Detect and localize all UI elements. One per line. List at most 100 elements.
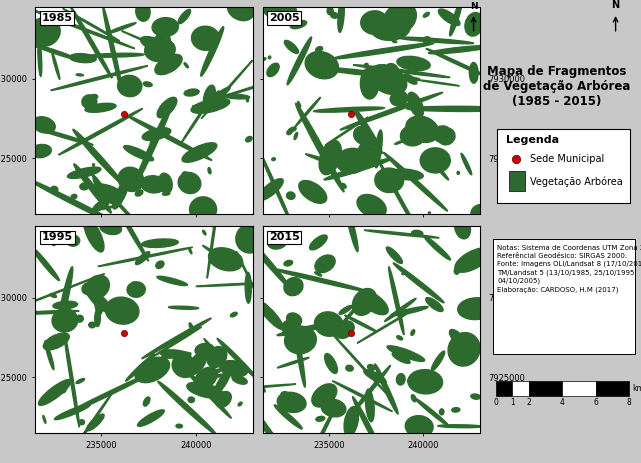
Ellipse shape — [411, 330, 415, 335]
Ellipse shape — [51, 186, 58, 193]
Ellipse shape — [52, 52, 60, 79]
Ellipse shape — [454, 217, 470, 239]
Ellipse shape — [204, 338, 233, 376]
Bar — [595, 381, 629, 396]
Ellipse shape — [52, 309, 78, 332]
Ellipse shape — [270, 18, 279, 25]
Ellipse shape — [408, 379, 414, 383]
Ellipse shape — [461, 153, 472, 175]
Ellipse shape — [212, 369, 221, 374]
Ellipse shape — [433, 126, 451, 142]
Ellipse shape — [172, 354, 196, 377]
Ellipse shape — [360, 68, 379, 99]
Ellipse shape — [438, 9, 460, 25]
Text: 1995: 1995 — [42, 232, 73, 242]
Ellipse shape — [191, 98, 230, 113]
Ellipse shape — [345, 206, 358, 251]
Ellipse shape — [262, 58, 266, 61]
Text: Vegetação Arbórea: Vegetação Arbórea — [530, 176, 622, 187]
Ellipse shape — [183, 172, 189, 177]
Bar — [509, 171, 526, 191]
Ellipse shape — [339, 306, 352, 314]
Text: 2: 2 — [527, 398, 531, 407]
Ellipse shape — [57, 267, 73, 330]
Ellipse shape — [296, 103, 344, 192]
Ellipse shape — [392, 353, 410, 363]
Ellipse shape — [176, 424, 183, 428]
Ellipse shape — [367, 364, 375, 370]
Text: 2015: 2015 — [269, 232, 300, 242]
Ellipse shape — [162, 352, 191, 358]
Ellipse shape — [154, 31, 168, 44]
Ellipse shape — [189, 323, 193, 330]
Ellipse shape — [160, 350, 191, 358]
Ellipse shape — [30, 144, 51, 158]
Bar — [529, 381, 562, 396]
Bar — [512, 381, 529, 396]
Ellipse shape — [397, 37, 474, 44]
Text: Notas: Sistema de Coordenas UTM Zona 23S
Referêncial Geodésico: SIRGAS 2000.
Fon: Notas: Sistema de Coordenas UTM Zona 23S… — [497, 245, 641, 293]
Ellipse shape — [353, 397, 383, 456]
Ellipse shape — [358, 291, 388, 315]
Ellipse shape — [233, 384, 296, 389]
Ellipse shape — [144, 397, 150, 406]
Ellipse shape — [420, 148, 450, 173]
Ellipse shape — [299, 181, 327, 203]
Ellipse shape — [162, 192, 170, 195]
Ellipse shape — [188, 353, 206, 375]
Ellipse shape — [383, 63, 400, 89]
Ellipse shape — [29, 17, 60, 46]
Ellipse shape — [71, 6, 112, 78]
Ellipse shape — [284, 260, 293, 266]
Ellipse shape — [158, 382, 217, 435]
Ellipse shape — [73, 129, 123, 184]
Ellipse shape — [14, 310, 79, 314]
Ellipse shape — [294, 132, 297, 140]
Ellipse shape — [364, 370, 387, 383]
Ellipse shape — [142, 128, 171, 140]
Ellipse shape — [92, 200, 107, 212]
Ellipse shape — [390, 91, 408, 106]
Ellipse shape — [33, 117, 55, 133]
Ellipse shape — [412, 395, 416, 402]
Ellipse shape — [100, 221, 122, 235]
Ellipse shape — [118, 167, 144, 192]
Ellipse shape — [228, 0, 254, 21]
Ellipse shape — [332, 43, 434, 59]
Ellipse shape — [86, 275, 110, 299]
Ellipse shape — [431, 159, 449, 180]
Ellipse shape — [274, 405, 302, 429]
Ellipse shape — [134, 100, 173, 187]
Ellipse shape — [405, 416, 433, 437]
Ellipse shape — [350, 365, 390, 416]
Ellipse shape — [79, 420, 85, 425]
Ellipse shape — [53, 301, 78, 309]
Ellipse shape — [353, 288, 376, 315]
Ellipse shape — [74, 164, 112, 213]
Ellipse shape — [313, 107, 385, 112]
Ellipse shape — [208, 168, 211, 174]
Ellipse shape — [338, 0, 344, 32]
Text: 4: 4 — [560, 398, 565, 407]
Ellipse shape — [150, 140, 153, 146]
Bar — [497, 129, 630, 203]
Ellipse shape — [364, 63, 368, 67]
Ellipse shape — [127, 282, 146, 297]
Ellipse shape — [417, 80, 460, 86]
Ellipse shape — [188, 248, 192, 254]
Ellipse shape — [153, 327, 201, 357]
Ellipse shape — [269, 56, 271, 59]
Ellipse shape — [395, 140, 404, 144]
Ellipse shape — [282, 320, 301, 335]
Ellipse shape — [325, 117, 369, 145]
Ellipse shape — [196, 282, 269, 287]
Ellipse shape — [324, 158, 392, 180]
Ellipse shape — [287, 192, 295, 200]
Ellipse shape — [354, 126, 371, 144]
Ellipse shape — [203, 230, 206, 235]
Ellipse shape — [458, 298, 494, 319]
Ellipse shape — [62, 389, 66, 393]
Ellipse shape — [4, 274, 104, 313]
Ellipse shape — [361, 11, 388, 34]
Ellipse shape — [238, 402, 242, 406]
